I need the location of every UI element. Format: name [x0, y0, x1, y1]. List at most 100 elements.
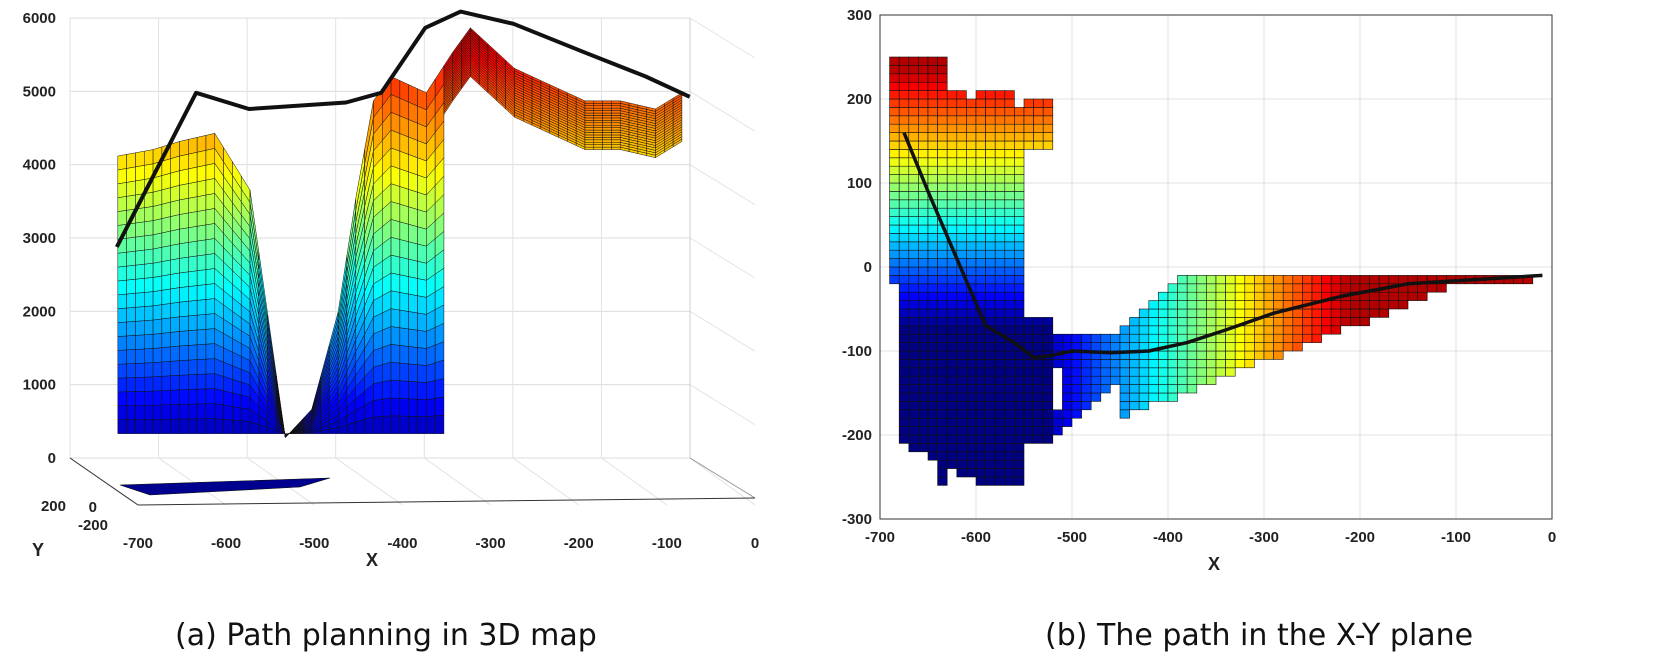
height-cell	[1215, 367, 1226, 377]
height-cell	[975, 392, 986, 402]
surface-cell	[135, 292, 145, 308]
height-cell	[1263, 317, 1274, 327]
height-cell	[1110, 333, 1121, 343]
height-cell	[1004, 191, 1015, 201]
height-cell	[937, 434, 948, 444]
height-cell	[1330, 325, 1342, 335]
height-cell	[927, 317, 938, 327]
height-cell	[898, 325, 910, 335]
height-cell	[1186, 367, 1198, 377]
surface-cell	[135, 306, 145, 322]
height-cell	[956, 216, 967, 226]
height-cell	[956, 409, 967, 419]
caption-b: (b) The path in the X-Y plane	[1045, 618, 1474, 653]
surface-cell	[426, 380, 436, 400]
height-cell	[1014, 359, 1025, 369]
surface-cell	[152, 390, 163, 406]
surface-cell	[179, 139, 189, 157]
surface-cell	[593, 142, 603, 145]
height-cell	[1014, 115, 1025, 125]
surface-cell	[135, 249, 145, 266]
height-cell	[1311, 275, 1322, 285]
surface-cell	[426, 362, 436, 383]
height-cell	[956, 291, 967, 301]
surface-cell	[584, 127, 595, 131]
surface-cell	[390, 272, 401, 293]
height-cell	[1014, 409, 1025, 419]
height-cell	[1004, 359, 1015, 369]
z-gridline-side	[689, 384, 756, 426]
height-cell	[1042, 317, 1054, 327]
height-cell	[1148, 333, 1159, 343]
height-cell	[1004, 375, 1015, 385]
height-cell	[975, 90, 986, 100]
height-cell	[1071, 333, 1082, 343]
height-cell	[966, 123, 977, 133]
height-cell	[966, 409, 977, 419]
height-cell	[1023, 367, 1034, 377]
height-cell	[927, 73, 938, 83]
height-cell	[985, 140, 996, 150]
height-cell	[994, 98, 1006, 108]
surface-cell	[408, 346, 418, 365]
height-cell	[1225, 283, 1236, 293]
surface-cell	[188, 418, 198, 434]
height-cell	[975, 199, 986, 209]
height-cell	[937, 451, 948, 461]
height-cell	[898, 300, 910, 310]
height-cell	[1311, 283, 1322, 293]
surface-cell	[117, 419, 127, 434]
height-cell	[975, 191, 986, 201]
surface-cell	[611, 110, 621, 114]
height-cell	[1254, 300, 1265, 310]
x-tick-label: -500	[1057, 529, 1087, 546]
height-cell	[946, 123, 958, 133]
surface-cell	[170, 374, 180, 391]
surface-cell	[408, 223, 418, 245]
height-cell	[1033, 426, 1044, 436]
height-cell	[889, 73, 900, 83]
height-cell	[1417, 291, 1428, 301]
surface-cell	[117, 154, 127, 171]
height-cell	[927, 249, 938, 259]
height-cell	[1042, 392, 1054, 402]
surface-cell	[126, 307, 136, 323]
surface-cell	[126, 166, 136, 183]
height-cell	[1014, 216, 1025, 226]
height-cell	[1234, 350, 1246, 360]
y-tick-label: 0	[864, 259, 872, 276]
surface-cell	[117, 377, 127, 393]
height-cell	[898, 207, 910, 217]
planned-path	[902, 131, 1543, 360]
surface-cell	[611, 137, 621, 141]
height-cell	[1071, 375, 1082, 385]
surface-cell	[205, 268, 216, 285]
planned-path	[115, 9, 691, 248]
height-cell	[975, 409, 986, 419]
height-cell	[937, 300, 948, 310]
surface-cell	[179, 315, 189, 332]
height-cell	[985, 359, 996, 369]
height-cell	[1340, 283, 1351, 293]
height-cell	[1167, 350, 1178, 360]
surface-cell	[135, 150, 145, 168]
height-cell	[1004, 174, 1015, 184]
surface-cell	[161, 418, 171, 434]
height-cell	[946, 224, 958, 234]
height-cell	[898, 350, 910, 360]
height-cell	[937, 291, 948, 301]
height-cell	[1177, 359, 1188, 369]
height-cell	[1004, 434, 1015, 444]
height-cell	[1263, 350, 1274, 360]
height-cell	[898, 417, 910, 427]
height-cell	[1196, 359, 1207, 369]
height-cell	[1177, 291, 1188, 301]
height-cell	[1311, 291, 1322, 301]
surface-cell	[196, 388, 207, 405]
height-cell	[994, 401, 1006, 411]
height-cell	[994, 216, 1006, 226]
height-cell	[1014, 367, 1025, 377]
surface-cell	[161, 230, 171, 248]
height-cell	[937, 56, 948, 66]
height-cell	[1234, 359, 1246, 369]
